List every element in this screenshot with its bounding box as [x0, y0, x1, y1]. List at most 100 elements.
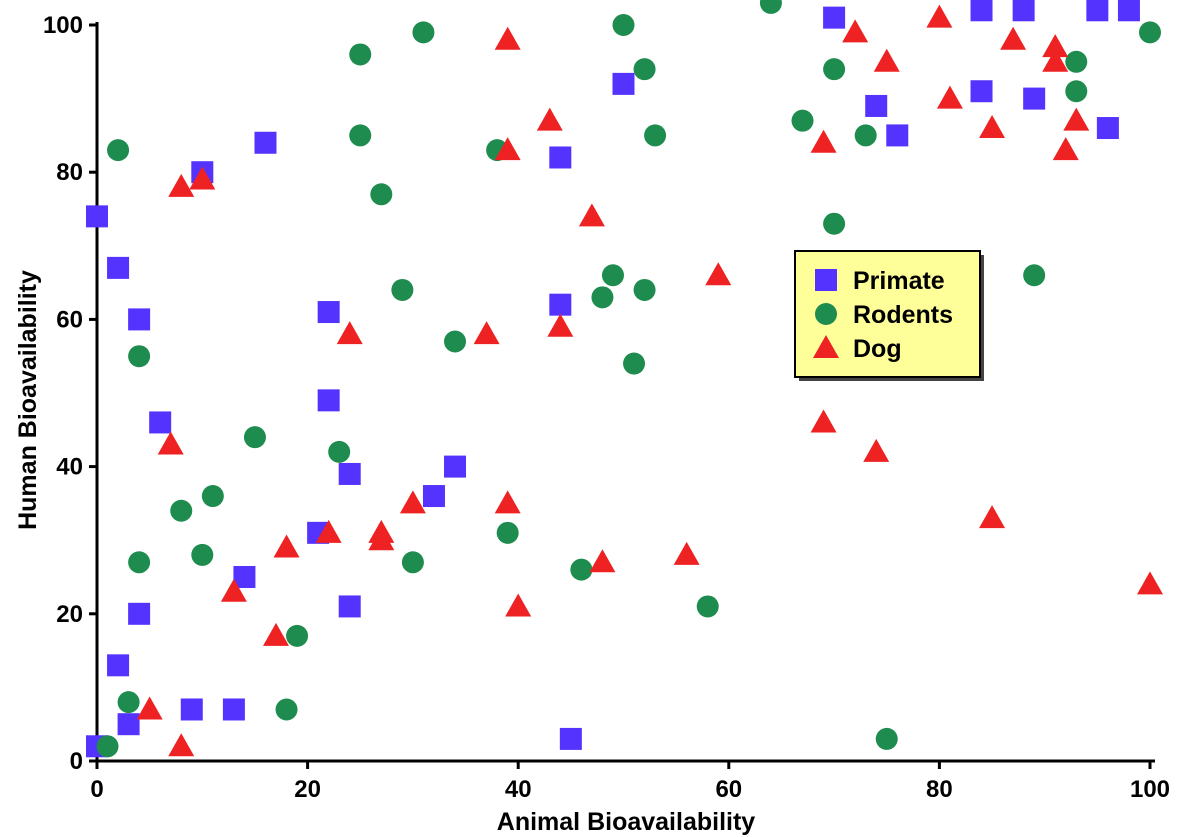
- x-tick-label: 20: [294, 776, 321, 803]
- dog-point: [1042, 48, 1069, 72]
- primate-point: [107, 654, 130, 677]
- primate-point: [865, 94, 888, 117]
- dog-point: [168, 733, 195, 757]
- rodents-point: [170, 499, 193, 522]
- dog-point: [589, 549, 616, 573]
- y-tick-label: 60: [56, 306, 83, 333]
- rodents-point: [117, 691, 140, 714]
- rodents-point: [644, 124, 667, 147]
- dog-point: [157, 431, 184, 455]
- rodents-point: [286, 624, 309, 647]
- dog-point: [1042, 34, 1069, 58]
- dog-point: [873, 48, 900, 72]
- dog-point: [136, 696, 163, 720]
- rodents-point: [623, 352, 646, 375]
- legend-triangle-icon: [813, 335, 839, 358]
- series-primate: [86, 0, 1140, 758]
- primate-point: [549, 146, 572, 169]
- primate-point: [970, 80, 993, 103]
- rodents-point: [391, 278, 414, 301]
- primate-point: [222, 698, 245, 721]
- rodents-point: [591, 286, 614, 309]
- rodents-point: [349, 124, 372, 147]
- dog-point: [926, 4, 953, 28]
- x-tick-label: 40: [505, 776, 532, 803]
- x-tick-label: 60: [715, 776, 742, 803]
- dog-point: [336, 321, 363, 345]
- y-tick-label: 40: [56, 454, 83, 481]
- rodents-point: [128, 551, 151, 574]
- primate-point: [886, 124, 909, 147]
- rodents-point: [633, 58, 656, 81]
- dog-point: [473, 321, 500, 345]
- dog-point: [810, 129, 837, 153]
- primate-point: [338, 595, 361, 618]
- series-rodents: [96, 0, 1161, 758]
- primate-point: [338, 462, 361, 485]
- rodents-point: [275, 698, 298, 721]
- x-tick-label: 100: [1130, 776, 1170, 803]
- rodents-point: [696, 595, 719, 618]
- legend-square-icon: [815, 269, 837, 291]
- rodents-point: [191, 543, 214, 566]
- dog-point: [399, 490, 426, 514]
- primate-point: [128, 602, 151, 625]
- rodents-point: [328, 440, 351, 463]
- dog-point: [1052, 137, 1079, 161]
- x-tick-label: 80: [926, 776, 953, 803]
- y-axis-label: Human Bioavailability: [14, 270, 42, 530]
- rodents-point: [823, 58, 846, 81]
- dog-point: [863, 438, 890, 462]
- rodents-point: [1065, 50, 1088, 73]
- rodents-point: [349, 43, 372, 66]
- rodents-point: [1023, 264, 1046, 287]
- data-points: [86, 0, 1163, 758]
- dog-point: [189, 166, 216, 190]
- axes: [95, 22, 1155, 763]
- dog-point: [168, 173, 195, 197]
- y-tick-label: 80: [56, 159, 83, 186]
- primate-point: [970, 0, 993, 22]
- primate-point: [317, 389, 340, 412]
- dog-point: [842, 19, 869, 43]
- dog-point: [810, 409, 837, 433]
- rodents-point: [854, 124, 877, 147]
- primate-point: [1023, 87, 1046, 110]
- dog-point: [536, 107, 563, 131]
- dog-point: [673, 541, 700, 565]
- rodents-point: [96, 735, 119, 758]
- dog-point: [578, 203, 605, 227]
- primate-point: [823, 6, 846, 29]
- y-ticks: 0 20 40 60 80 100: [43, 12, 97, 775]
- primate-point: [180, 698, 203, 721]
- dog-point: [505, 593, 532, 617]
- rodents-point: [612, 14, 635, 36]
- rodents-point: [412, 21, 435, 44]
- primate-point: [444, 455, 467, 478]
- primate-point: [1086, 0, 1109, 22]
- primate-point: [317, 301, 340, 324]
- dog-point: [263, 622, 290, 646]
- rodents-point: [107, 139, 130, 162]
- primate-point: [1117, 0, 1140, 22]
- rodents-point: [1139, 21, 1161, 44]
- dog-point: [1063, 107, 1090, 131]
- rodents-point: [444, 330, 467, 353]
- primate-point: [149, 411, 172, 434]
- primate-point: [86, 205, 108, 228]
- x-ticks: 0 20 40 60 80 100: [90, 761, 1170, 803]
- rodents-point: [370, 183, 393, 206]
- dog-point: [547, 313, 574, 337]
- dog-point: [1137, 571, 1163, 595]
- rodents-point: [570, 558, 593, 581]
- primate-point: [254, 131, 277, 154]
- dog-point: [273, 534, 300, 558]
- rodents-point: [1065, 80, 1088, 103]
- x-tick-label: 0: [90, 776, 103, 803]
- rodents-point: [759, 0, 782, 14]
- dog-point: [1000, 26, 1027, 50]
- legend-label-primate: Primate: [853, 267, 945, 295]
- y-tick-label: 0: [70, 748, 83, 775]
- legend-label-rodents: Rodents: [853, 301, 953, 329]
